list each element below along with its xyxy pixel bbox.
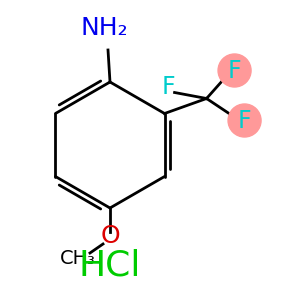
Circle shape [228, 104, 261, 137]
Text: F: F [238, 109, 251, 133]
Text: HCl: HCl [79, 248, 141, 282]
Text: F: F [162, 74, 176, 98]
Text: NH₂: NH₂ [80, 16, 128, 40]
Text: O: O [100, 224, 120, 248]
Text: CH₃: CH₃ [60, 248, 96, 268]
Text: F: F [228, 58, 242, 82]
Circle shape [218, 54, 251, 87]
